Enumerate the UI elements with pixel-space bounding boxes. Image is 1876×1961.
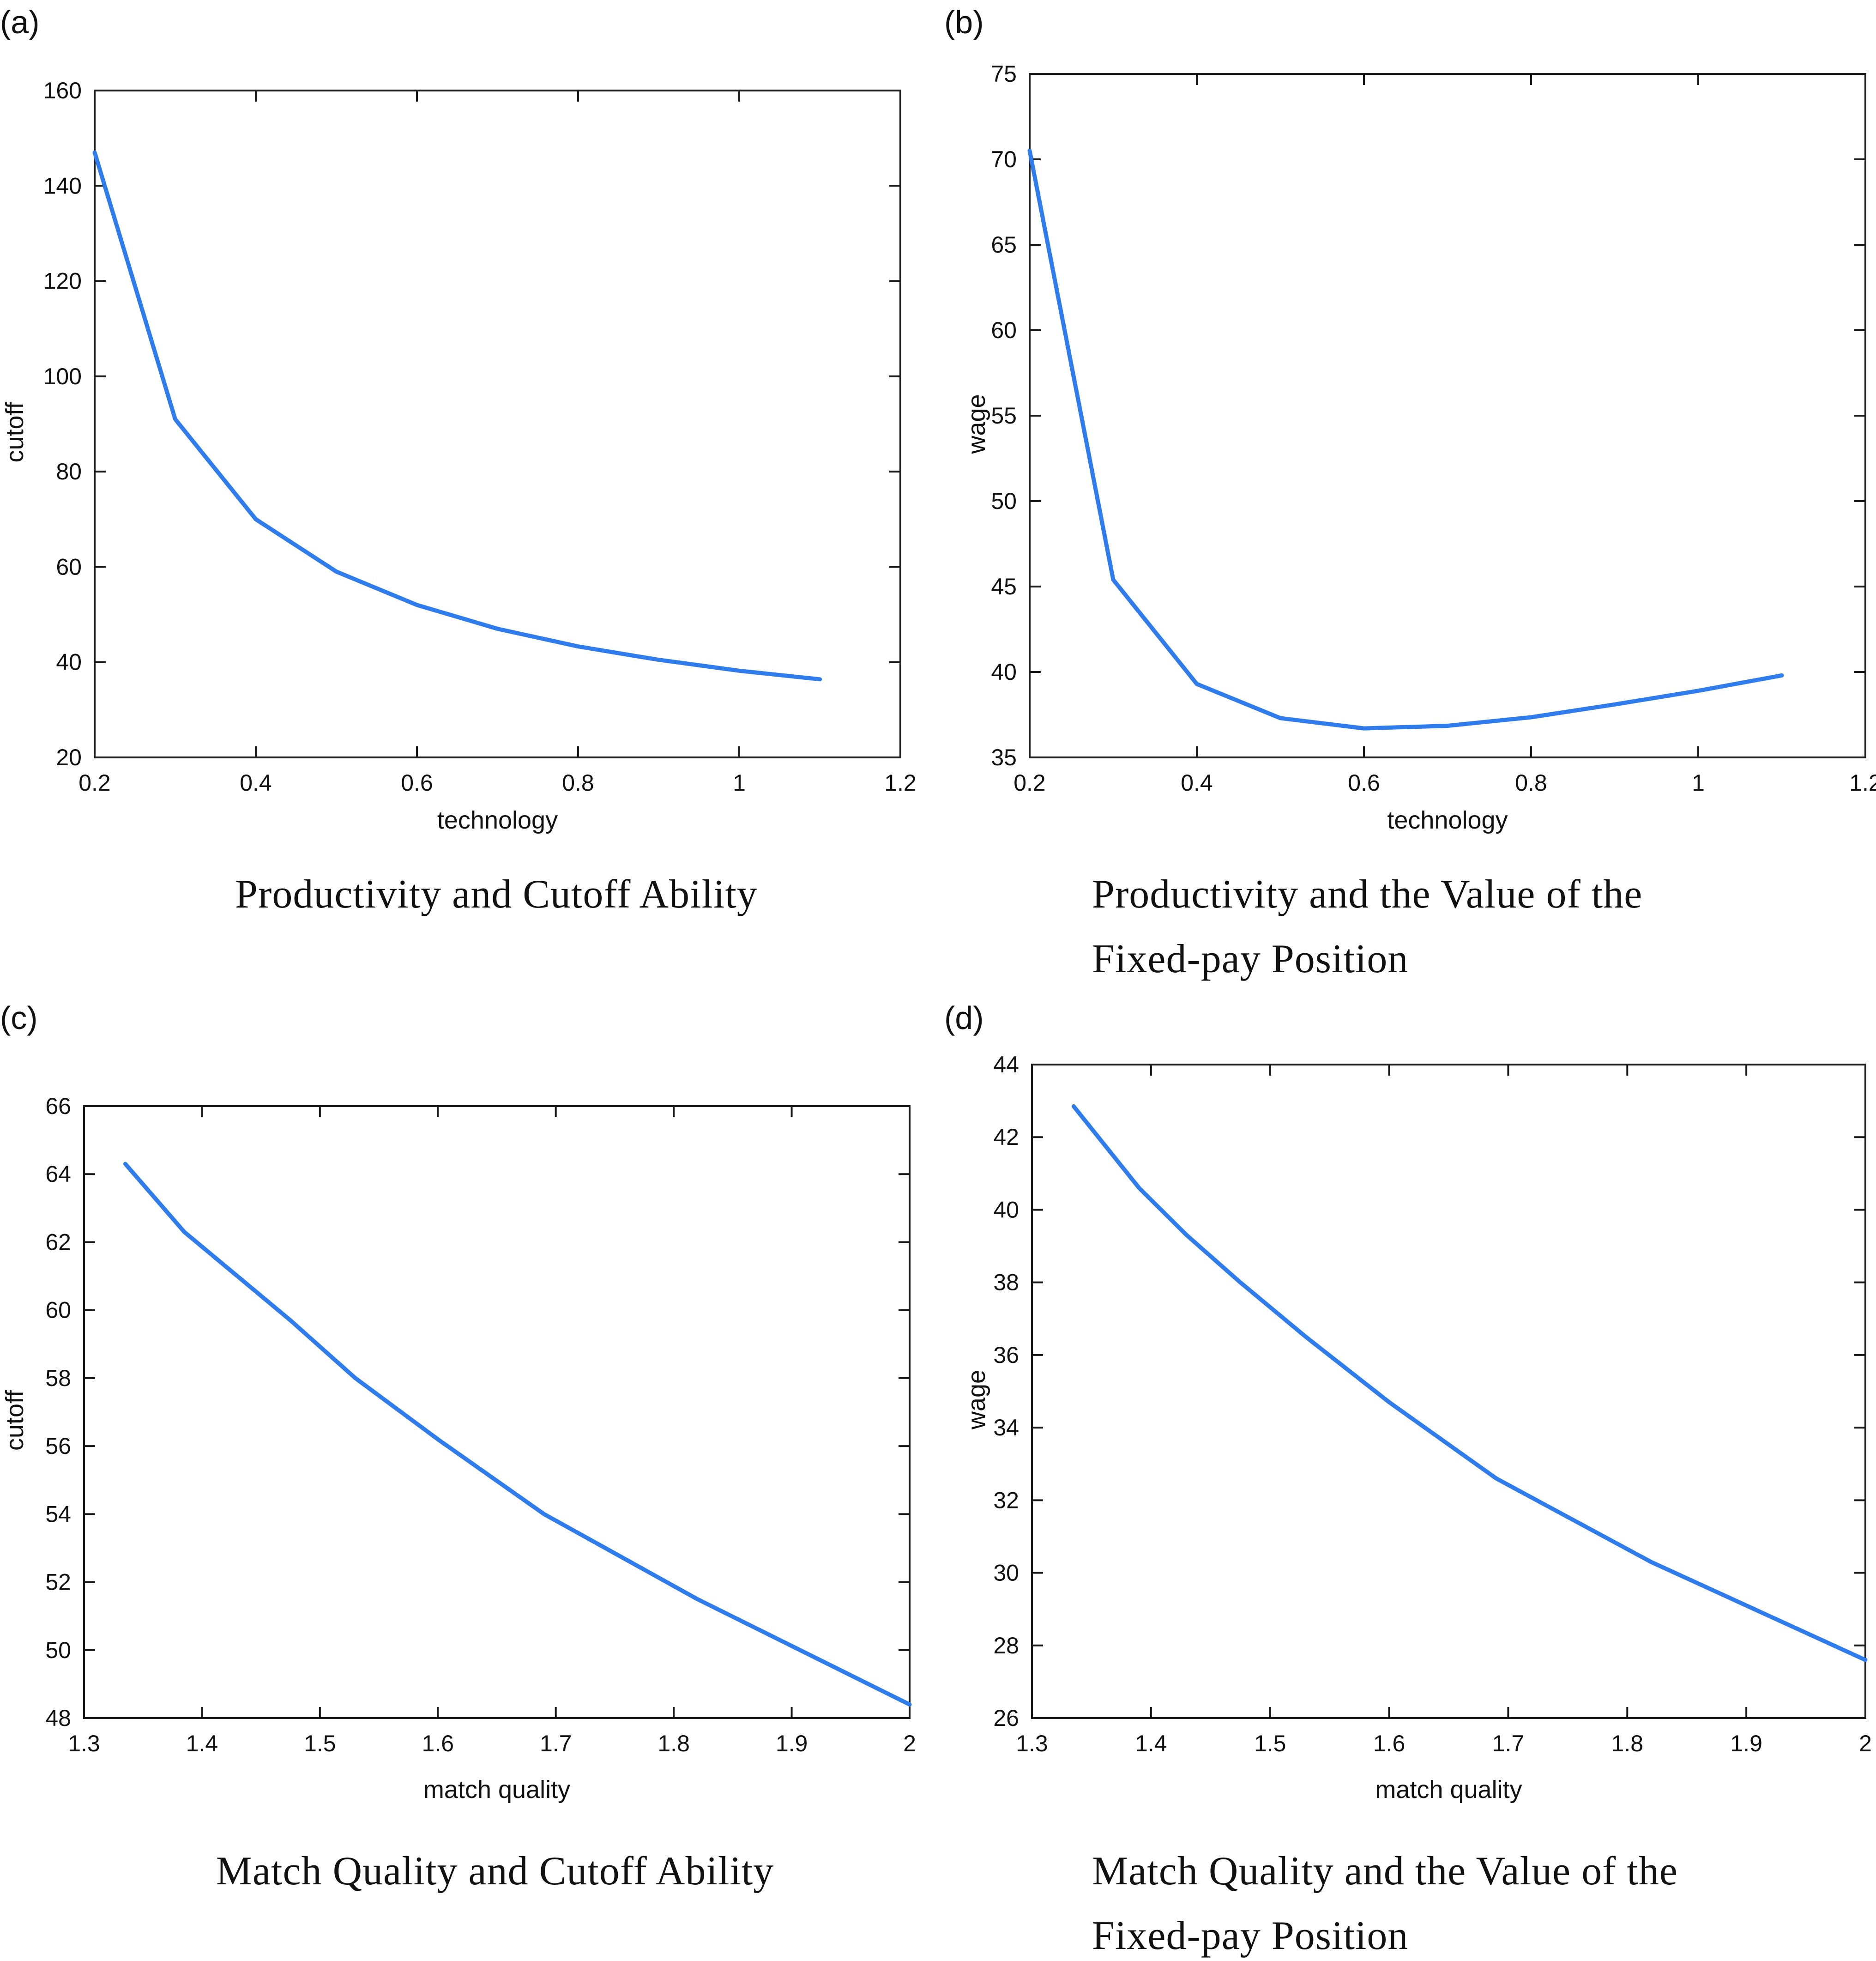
y-tick-label: 32 [993,1487,1019,1513]
x-tick-label: 0.4 [1181,770,1213,796]
y-tick-label: 120 [43,268,82,294]
y-tick-label: 54 [45,1501,71,1527]
x-tick-label: 1.4 [1135,1731,1167,1756]
panel-caption: Fixed-pay Position [1092,1913,1408,1958]
x-tick-label: 0.8 [562,770,594,796]
x-tick-label: 1.8 [1611,1731,1644,1756]
x-tick-label: 1 [733,770,746,796]
y-tick-label: 50 [45,1637,71,1663]
x-tick-label: 1.3 [1016,1731,1048,1756]
y-tick-label: 52 [45,1569,71,1595]
x-tick-label: 1.9 [1730,1731,1762,1756]
panel-caption: Match Quality and the Value of the [1092,1849,1678,1894]
y-tick-label: 80 [56,459,82,484]
series-line-cutoff [123,1162,912,1707]
y-axis-label: cutoff [1,401,29,462]
x-axis-label: technology [1387,806,1508,834]
chart-panel-1: (a) 0.2 0.4 0.6 0.8 1 1.2 20 40 60 80 100 120 140 160 t… [0,4,917,917]
y-tick-label: 140 [43,173,82,199]
plot-frame [94,90,901,758]
y-tick-label: 65 [991,232,1017,258]
x-tick-label: 0.4 [240,770,272,796]
y-axis-label: cutoff [1,1390,29,1451]
x-tick-label: 0.8 [1515,770,1547,796]
plot-frame [83,1105,911,1719]
y-tick-label: 45 [991,574,1017,599]
plot-frame [1029,73,1866,758]
y-tick-label: 48 [45,1705,71,1731]
series-line-wage [1027,149,1784,731]
y-tick-label: 56 [45,1433,71,1459]
x-tick-label: 1.9 [776,1731,808,1756]
y-tick-label: 40 [993,1197,1019,1223]
y-axis-label: wage [963,1370,990,1430]
y-tick-label: 58 [45,1365,71,1391]
panel-caption: Fixed-pay Position [1092,937,1408,981]
y-tick-label: 28 [993,1633,1019,1658]
y-tick-label: 20 [56,744,82,770]
y-tick-label: 160 [43,78,82,103]
panel-letter: (c) [0,1000,38,1036]
x-axis-label: technology [437,806,558,834]
x-tick-label: 1.8 [658,1731,690,1756]
x-tick-label: 1.2 [884,770,917,796]
panel-caption: Productivity and the Value of the [1092,872,1642,917]
y-tick-label: 36 [993,1342,1019,1368]
chart-panel-3: (c) 1.3 1.4 1.5 1.6 1.7 1.8 1.9 2 48 50 52 54 56 58 60 6… [0,1000,916,1894]
panel-letter: (d) [944,1000,984,1036]
x-tick-label: 1.7 [1492,1731,1525,1756]
series-line-cutoff [92,150,822,682]
x-tick-label: 1.2 [1849,770,1876,796]
x-tick-label: 1 [1692,770,1705,796]
panel-letter: (b) [944,4,984,40]
y-tick-label: 75 [991,61,1017,87]
x-axis-label: match quality [1375,1776,1522,1804]
y-tick-label: 34 [993,1415,1019,1440]
y-tick-label: 64 [45,1161,71,1187]
x-tick-label: 0.6 [1348,770,1380,796]
x-tick-label: 1.7 [540,1731,572,1756]
x-tick-label: 1.3 [68,1731,100,1756]
y-tick-label: 30 [993,1560,1019,1586]
y-tick-label: 60 [991,317,1017,343]
series-line-wage [1071,1104,1868,1662]
y-tick-label: 55 [991,403,1017,429]
y-tick-label: 70 [991,146,1017,172]
y-tick-label: 40 [56,649,82,675]
panel-letter: (a) [0,4,40,40]
y-tick-label: 66 [45,1093,71,1119]
panel-caption: Match Quality and Cutoff Ability [216,1849,774,1894]
y-tick-label: 62 [45,1229,71,1255]
x-tick-label: 2 [1859,1731,1872,1756]
x-tick-label: 1.4 [186,1731,218,1756]
y-tick-label: 42 [993,1124,1019,1150]
x-tick-label: 0.6 [401,770,433,796]
y-tick-label: 38 [993,1270,1019,1295]
x-axis-label: match quality [423,1776,570,1804]
y-tick-label: 40 [991,659,1017,685]
y-tick-label: 26 [993,1705,1019,1731]
x-tick-label: 0.2 [1013,770,1046,796]
x-tick-label: 1.6 [422,1731,454,1756]
panel-caption: Productivity and Cutoff Ability [235,872,758,917]
chart-panel-4: (d) 1.3 1.4 1.5 1.6 1.7 1.8 1.9 2 26 28 30 32 34 36 38 4… [944,1000,1872,1958]
y-tick-label: 60 [56,554,82,580]
y-tick-label: 35 [991,744,1017,770]
chart-panel-2: (b) 0.2 0.4 0.6 0.8 1 1.2 35 40 45 50 55 60 65 70 75 tec… [944,4,1876,981]
y-axis-label: wage [963,394,990,454]
y-tick-label: 50 [991,488,1017,514]
x-tick-label: 1.6 [1373,1731,1405,1756]
x-tick-label: 1.5 [304,1731,336,1756]
y-tick-label: 44 [993,1052,1019,1077]
y-tick-label: 60 [45,1297,71,1323]
plot-frame [1031,1064,1866,1719]
y-tick-label: 100 [43,363,82,389]
x-tick-label: 1.5 [1254,1731,1286,1756]
x-tick-label: 0.2 [78,770,111,796]
x-tick-label: 2 [903,1731,916,1756]
